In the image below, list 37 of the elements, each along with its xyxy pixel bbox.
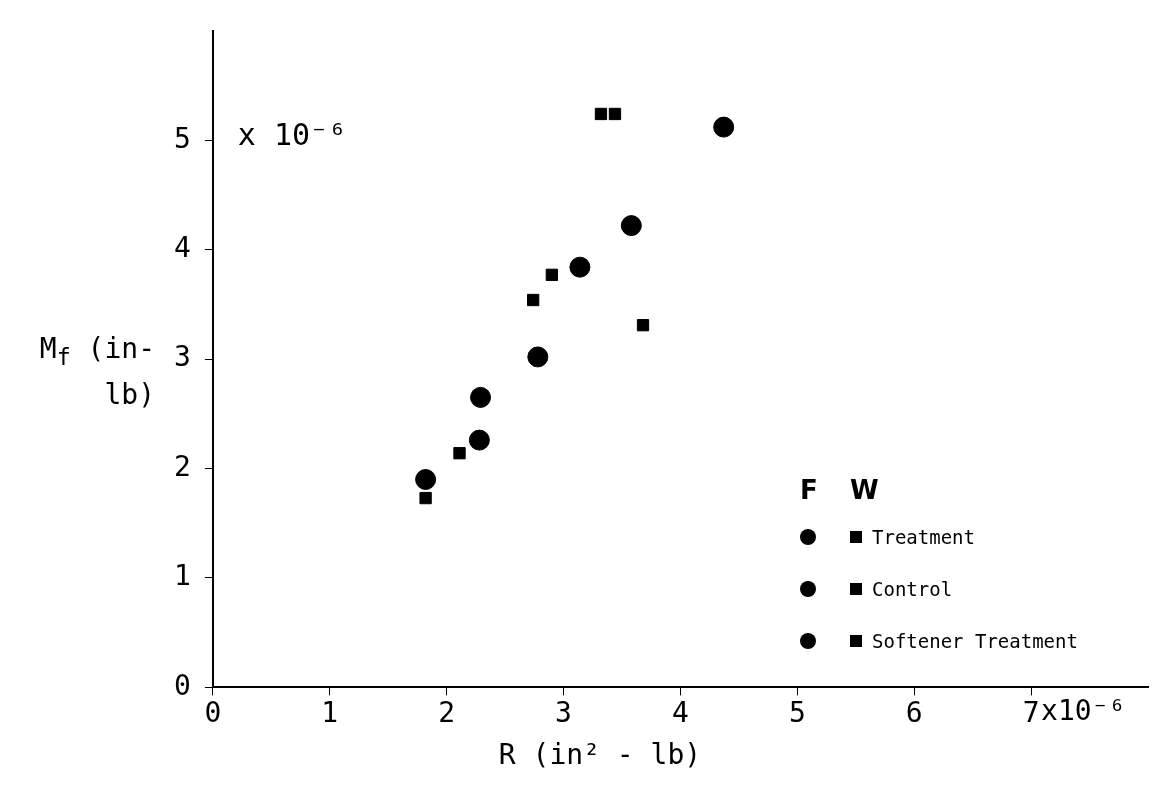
legend-label: Control [872, 578, 953, 600]
point [468, 429, 490, 451]
point [545, 268, 558, 281]
point [569, 256, 591, 278]
point [526, 293, 540, 307]
x-tick-label: 3 [555, 696, 572, 730]
x-tick-label: 6 [905, 696, 923, 730]
point [620, 215, 642, 237]
y-tick-label: 0 [174, 668, 191, 702]
x-tick-label: 5 [788, 696, 806, 730]
x-tick-label: 0 [204, 696, 222, 730]
point [419, 491, 432, 505]
point [608, 107, 622, 121]
x-tick-label: 7 [1022, 696, 1040, 730]
point [594, 107, 608, 121]
point [415, 468, 437, 490]
y-axis-title: M$_{f}$ (in-lb) [38, 331, 155, 413]
text: x10⁻⁶ [1041, 693, 1126, 727]
point [527, 346, 549, 368]
annotation: x 10⁻⁶ [237, 117, 347, 153]
x-axis-title: R (in² - lb) [497, 738, 703, 771]
y-tick-label: 1 [174, 559, 191, 593]
y-tick-label: 3 [174, 340, 191, 374]
y-tick-label: 2 [174, 449, 191, 483]
x-tick-label: 1 [321, 696, 339, 730]
point [453, 447, 466, 460]
y-tick-label: 5 [174, 121, 191, 155]
point [470, 386, 492, 408]
x-tick-label: 4 [672, 696, 689, 730]
y-tick-label: 4 [174, 230, 191, 264]
x-tick-label: 2 [438, 696, 456, 730]
legend-label: Treatment [872, 526, 975, 548]
point [636, 319, 650, 332]
annotation: F [800, 475, 819, 505]
legend-label: Softener Treatment [872, 630, 1078, 652]
point [713, 116, 735, 138]
annotation: W [850, 475, 879, 505]
